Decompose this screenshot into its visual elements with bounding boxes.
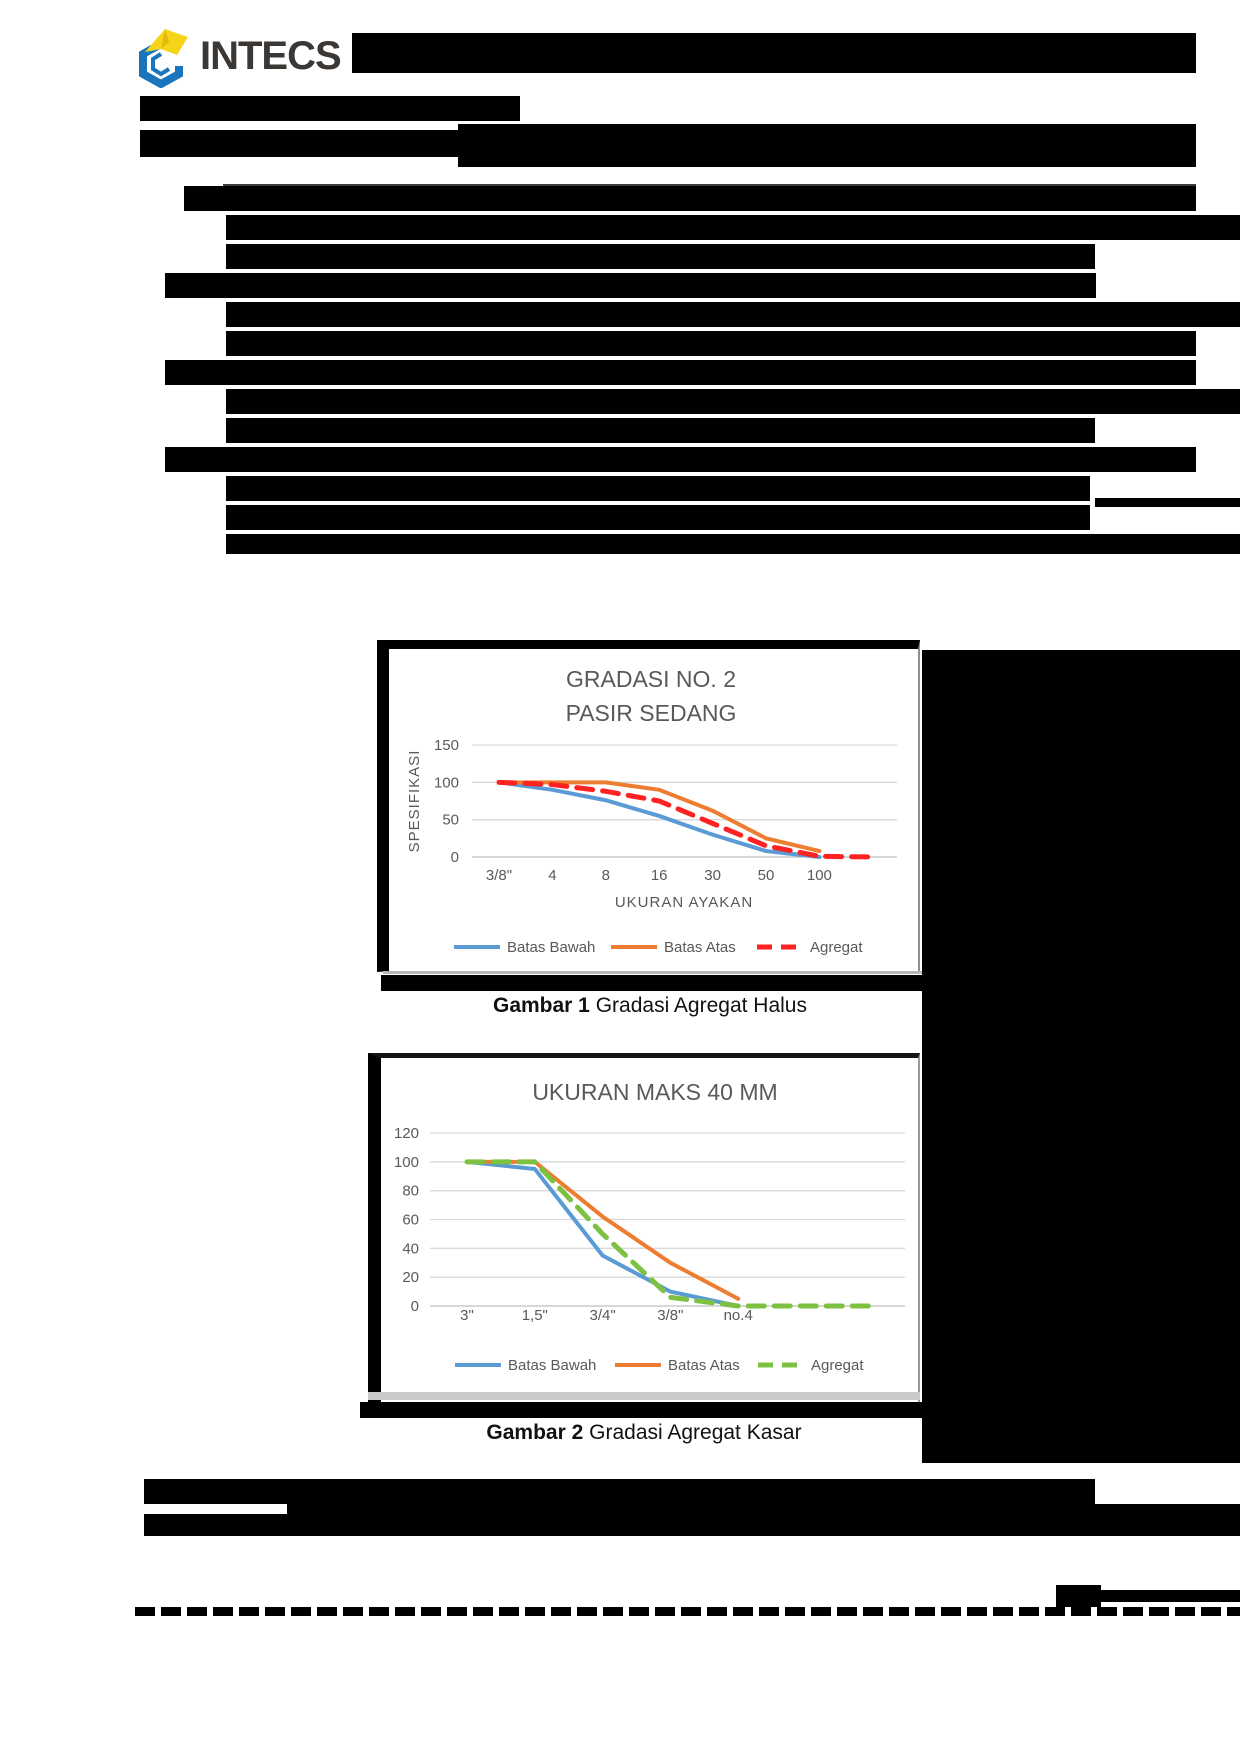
- figure2-caption-text: Gradasi Agregat Kasar: [583, 1421, 802, 1444]
- y-tick-label: 40: [402, 1240, 419, 1257]
- x-tick-label: 50: [758, 867, 775, 884]
- redaction-bar: [1056, 1585, 1101, 1607]
- redaction-bar: [226, 215, 1240, 240]
- x-tick-label: 3/4": [590, 1307, 616, 1324]
- fine-aggregate-chart: 0 50 100 150 3/8" 4 8 16 30 50 100 GRADASI NO. 2 PAS…: [406, 666, 897, 956]
- y-tick-label: 100: [394, 1154, 419, 1171]
- redaction-bar-dashed: [135, 1607, 1240, 1616]
- x-tick-label: 1,5": [522, 1307, 548, 1324]
- header-divider: [223, 184, 1196, 186]
- y-tick-label: 120: [394, 1125, 419, 1142]
- x-tick-label: no.4: [724, 1307, 753, 1324]
- redaction-bar: [226, 505, 1090, 530]
- logo-blue-hexagon: [139, 40, 183, 88]
- legend-label: Batas Bawah: [508, 1357, 596, 1374]
- series-line-batas-bawah: [497, 780, 822, 859]
- y-tick-label: 100: [434, 774, 459, 791]
- redaction-bar: [226, 244, 1095, 269]
- figure2-caption-label: Gambar 2: [486, 1421, 584, 1444]
- y-tick-label: 20: [402, 1269, 419, 1286]
- logo-text: INTECS: [200, 34, 342, 78]
- redaction-bar: [1100, 1590, 1240, 1602]
- figure1-caption: Gambar 1 Gradasi Agregat Halus: [380, 993, 920, 1019]
- y-axis-label: SPESIFIKASI: [406, 750, 423, 853]
- y-tick-label: 60: [402, 1212, 419, 1229]
- fine-aggregate-chart-frame: 0 50 100 150 3/8" 4 8 16 30 50 100 GRADASI NO. 2 PAS…: [377, 640, 920, 972]
- x-tick-label: 16: [651, 867, 668, 884]
- redaction-bar: [226, 331, 1196, 356]
- company-logo-icon: [139, 29, 188, 88]
- redaction-bar: [1095, 498, 1240, 507]
- y-tick-label: 0: [451, 849, 459, 866]
- redaction-bar: [226, 302, 1240, 327]
- figure1-caption-text: Gradasi Agregat Halus: [589, 994, 807, 1017]
- coarse-aggregate-chart-frame: 0 20 40 60 80 100 120 3" 1,5" 3/4" 3/8" no.4 UKURAN …: [368, 1053, 920, 1410]
- redaction-bar: [140, 96, 520, 121]
- redaction-bar: [360, 1402, 922, 1418]
- redaction-bar: [165, 360, 1196, 385]
- redaction-bar: [352, 33, 1196, 73]
- x-tick-label: 100: [807, 867, 832, 884]
- legend-label: Batas Atas: [668, 1357, 740, 1374]
- series-line-batas-bawah: [465, 1159, 741, 1308]
- legend-label: Batas Atas: [664, 939, 736, 956]
- figure1-caption-label: Gambar 1: [492, 994, 590, 1017]
- y-tick-label: 150: [434, 737, 459, 754]
- series-line-batas-atas: [465, 1159, 741, 1301]
- redaction-bar: [165, 447, 1196, 472]
- redaction-bar: [184, 186, 1196, 211]
- logo-blue-inner: [151, 52, 171, 77]
- chart-title: PASIR SEDANG: [566, 700, 737, 726]
- legend-label: Agregat: [811, 1357, 864, 1374]
- redaction-bar: [287, 1504, 1240, 1516]
- redaction-bar: [458, 124, 1196, 167]
- redaction-bar: [144, 1514, 1240, 1536]
- chart1-bottom-edge: [383, 971, 922, 974]
- series-line-agregat: [496, 779, 876, 860]
- chart-title: GRADASI NO. 2: [566, 666, 736, 692]
- coarse-aggregate-chart: 0 20 40 60 80 100 120 3" 1,5" 3/4" 3/8" no.4 UKURAN …: [394, 1079, 905, 1374]
- y-tick-label: 0: [411, 1298, 419, 1315]
- redaction-bar: [226, 534, 1240, 554]
- x-tick-label: 4: [548, 867, 556, 884]
- series-line-agregat: [464, 1159, 877, 1309]
- figure2-caption: Gambar 2 Gradasi Agregat Kasar: [368, 1420, 920, 1446]
- chart-title: UKURAN MAKS 40 MM: [532, 1079, 777, 1105]
- y-tick-label: 50: [442, 812, 459, 829]
- x-tick-label: 30: [704, 867, 721, 884]
- logo-yellow-fold: [161, 29, 169, 49]
- redaction-band-right: [922, 650, 1240, 1463]
- y-tick-label: 80: [402, 1183, 419, 1200]
- x-tick-label: 8: [602, 867, 610, 884]
- redaction-bar: [144, 1479, 1095, 1504]
- x-tick-label: 3/8": [657, 1307, 683, 1324]
- redaction-bar: [226, 476, 1090, 501]
- redaction-bar: [165, 273, 1096, 298]
- redaction-bar: [381, 975, 922, 991]
- chart2-bottom-edge: [368, 1392, 920, 1400]
- x-tick-label: 3": [460, 1307, 474, 1324]
- x-tick-label: 3/8": [486, 867, 512, 884]
- x-axis-label: UKURAN AYAKAN: [615, 894, 753, 911]
- legend-label: Batas Bawah: [507, 939, 595, 956]
- redaction-bar: [226, 418, 1095, 443]
- legend-label: Agregat: [810, 939, 863, 956]
- redaction-bar: [226, 389, 1240, 414]
- redaction-bar: [140, 130, 472, 157]
